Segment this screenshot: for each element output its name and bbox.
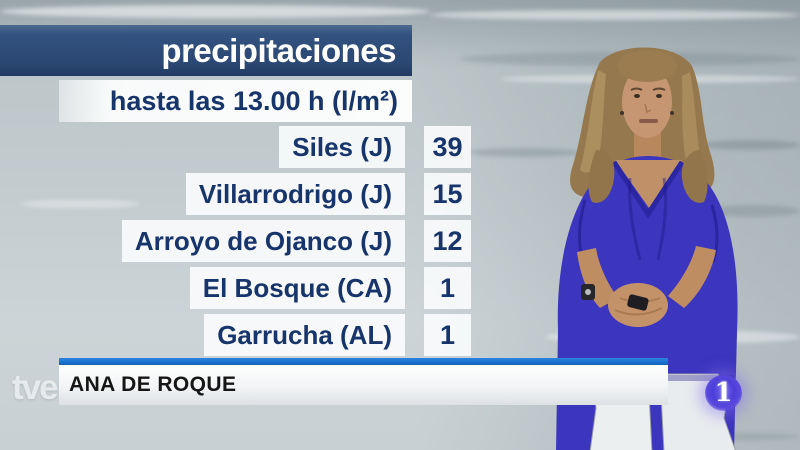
table-row: Villarrodrigo (J) 15 bbox=[0, 173, 471, 215]
precipitation-value: 12 bbox=[424, 220, 471, 262]
la1-channel-logo: 1 bbox=[705, 375, 742, 411]
row-gap bbox=[405, 220, 424, 262]
presenter-name: ANA DE ROQUE bbox=[69, 373, 237, 396]
panel-title-bar: precipitaciones bbox=[0, 25, 412, 76]
location-label: Garrucha (AL) bbox=[204, 314, 405, 356]
presenter-arms-hands bbox=[577, 246, 716, 327]
lower-third-banner: ANA DE ROQUE bbox=[59, 358, 668, 405]
table-row: Arroyo de Ojanco (J) 12 bbox=[0, 220, 471, 262]
precipitation-value: 39 bbox=[424, 126, 471, 168]
water-streak bbox=[700, 140, 800, 150]
location-label: Villarrodrigo (J) bbox=[185, 173, 405, 215]
table-row: El Bosque (CA) 1 bbox=[0, 267, 471, 309]
presenter-face bbox=[617, 50, 677, 166]
precipitation-table: Siles (J) 39 Villarrodrigo (J) 15 Arroyo… bbox=[0, 126, 471, 361]
water-streak bbox=[470, 148, 580, 157]
water-streak bbox=[430, 10, 800, 20]
location-label: Siles (J) bbox=[279, 126, 405, 168]
location-label: El Bosque (CA) bbox=[189, 267, 405, 309]
water-streak bbox=[20, 200, 140, 208]
table-row: Garrucha (AL) 1 bbox=[0, 314, 471, 356]
water-streak bbox=[705, 205, 800, 217]
panel-title: precipitaciones bbox=[161, 31, 396, 69]
precipitation-value: 15 bbox=[424, 173, 471, 215]
row-gap bbox=[405, 267, 424, 309]
row-gap bbox=[405, 126, 424, 168]
lower-third-accent-line bbox=[59, 358, 668, 365]
row-gap bbox=[405, 173, 424, 215]
la1-channel-logo-glyph: 1 bbox=[714, 378, 733, 408]
location-label: Arroyo de Ojanco (J) bbox=[121, 220, 405, 262]
tve-watermark-logo: tve bbox=[12, 368, 59, 407]
panel-subtitle-band: hasta las 13.00 h (l/m²) bbox=[59, 80, 412, 122]
table-row: Siles (J) 39 bbox=[0, 126, 471, 168]
panel-subtitle: hasta las 13.00 h (l/m²) bbox=[109, 85, 398, 116]
precipitation-value: 1 bbox=[424, 267, 471, 309]
precipitation-value: 1 bbox=[424, 314, 471, 356]
row-gap bbox=[405, 314, 424, 356]
water-streak bbox=[0, 5, 430, 18]
lower-third-band: ANA DE ROQUE bbox=[59, 365, 668, 405]
